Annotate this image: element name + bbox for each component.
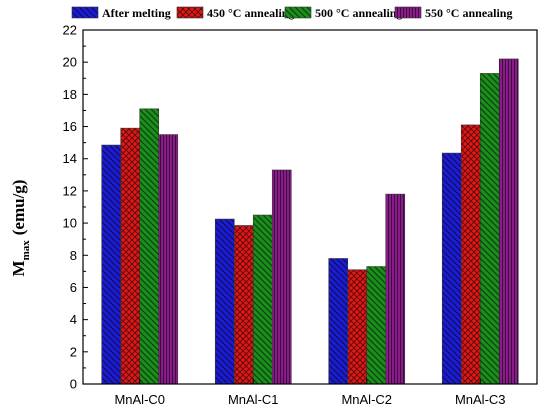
legend-label: 550 °C annealing	[425, 6, 512, 20]
bar-MnAl-C1-3	[271, 169, 292, 385]
bar-MnAl-C3-1	[460, 124, 481, 385]
legend-swatch	[176, 6, 204, 19]
legend-label: After melting	[102, 6, 171, 20]
x-axis: MnAl-C0 MnAl-C1 MnAl-C2 MnAl-C3	[114, 379, 506, 407]
y-tick-label: 6	[70, 280, 77, 295]
y-tick-label: 18	[63, 87, 77, 102]
bar-MnAl-C3-2	[479, 73, 500, 385]
x-category-label: MnAl-C2	[341, 392, 392, 407]
bar-MnAl-C1-0	[214, 218, 235, 385]
svg-text:Mmax(emu/g): Mmax (emu/g)	[9, 180, 32, 277]
x-category-label: MnAl-C0	[114, 392, 165, 407]
y-tick-label: 10	[63, 216, 77, 231]
y-axis-label-unit: (emu/g)	[9, 180, 28, 236]
legend-swatch	[394, 6, 422, 19]
y-tick-label: 16	[63, 119, 77, 134]
y-tick-label: 14	[63, 151, 77, 166]
chart-legend: After melting 450 °C annealing 500 °C anne…	[71, 6, 512, 20]
bar-MnAl-C0-2	[139, 108, 160, 385]
bar-MnAl-C3-0	[441, 152, 462, 385]
y-tick-label: 12	[63, 183, 77, 198]
bar-MnAl-C2-2	[366, 266, 387, 385]
y-axis-label: Mmax (emu/g)	[9, 180, 32, 277]
y-tick-label: 22	[63, 23, 77, 38]
y-tick-label: 4	[70, 312, 77, 327]
legend-label: 500 °C annealing	[315, 6, 402, 20]
bars-group	[101, 58, 519, 385]
y-axis-label-main: M	[9, 260, 28, 276]
bar-MnAl-C1-1	[233, 225, 254, 385]
bar-MnAl-C2-0	[328, 258, 349, 385]
legend-swatch	[71, 6, 99, 19]
legend-label: 450 °C annealing	[207, 6, 294, 20]
y-tick-label: 20	[63, 55, 77, 70]
y-tick-label: 8	[70, 248, 77, 263]
y-axis: 0 2 4 6 8 10 12 14 16 18 20 22	[63, 23, 88, 392]
x-category-label: MnAl-C1	[228, 392, 279, 407]
y-tick-label: 0	[70, 377, 77, 392]
y-axis-label-subscript: max	[20, 240, 32, 261]
bar-MnAl-C0-1	[120, 127, 141, 385]
bar-MnAl-C0-0	[101, 144, 122, 385]
y-tick-label: 2	[70, 344, 77, 359]
bar-MnAl-C0-3	[158, 134, 179, 385]
bar-MnAl-C2-1	[347, 269, 368, 385]
bar-MnAl-C3-3	[498, 58, 519, 385]
x-category-label: MnAl-C3	[455, 392, 506, 407]
legend-swatch	[284, 6, 312, 19]
bar-MnAl-C1-2	[252, 214, 273, 385]
bar-MnAl-C2-3	[385, 193, 406, 385]
